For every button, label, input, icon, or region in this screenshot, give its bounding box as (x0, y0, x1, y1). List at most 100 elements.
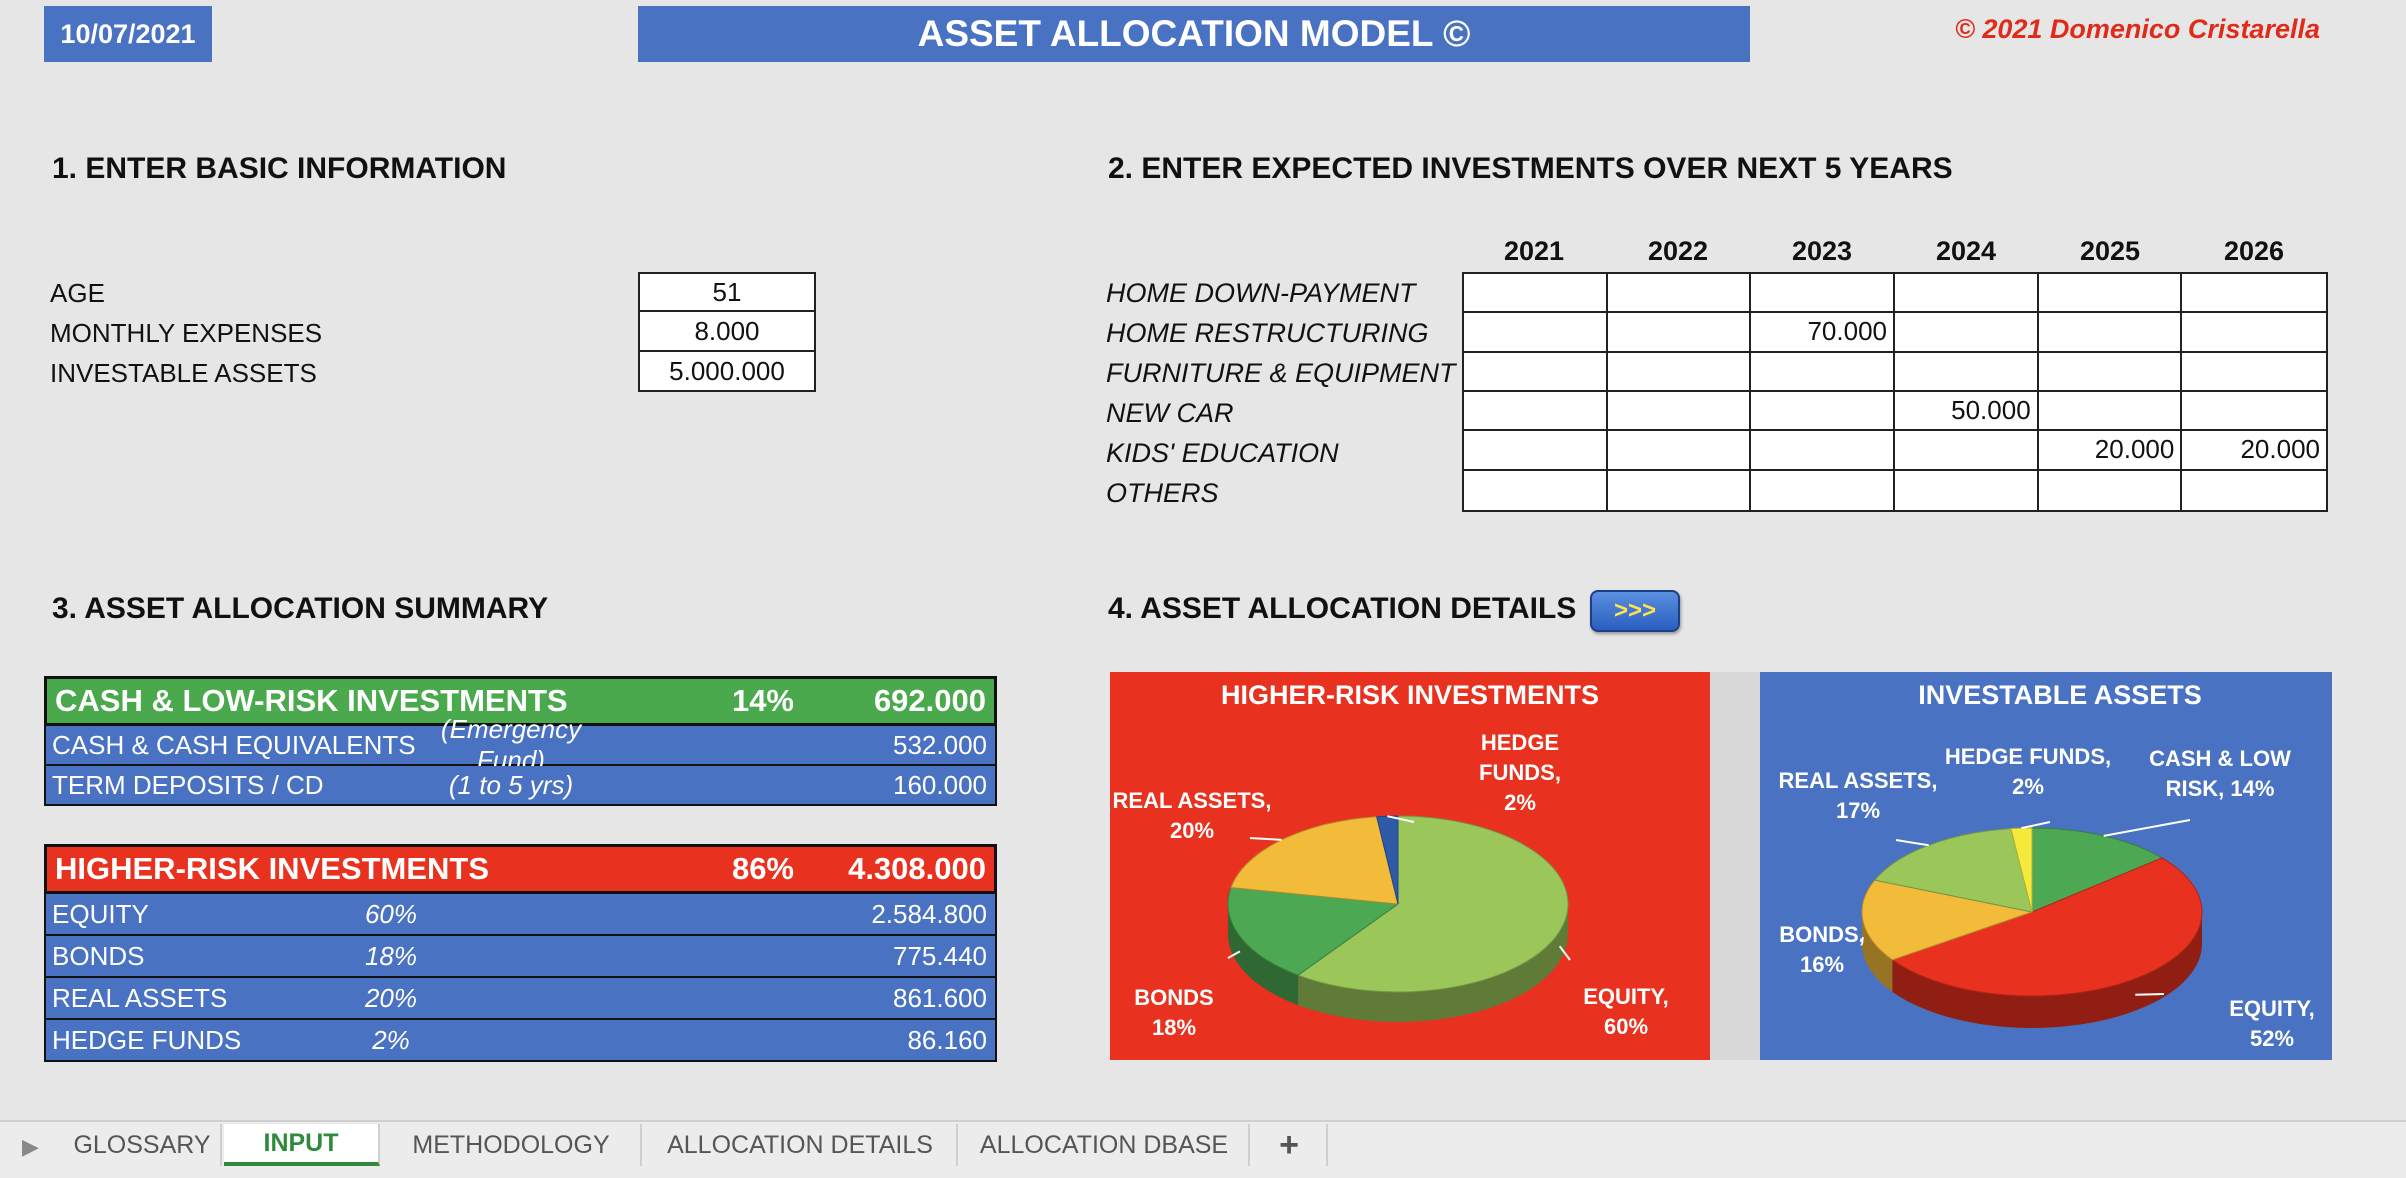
section-investments-title: 2. ENTER EXPECTED INVESTMENTS OVER NEXT … (1108, 152, 1953, 185)
pie-slice (2010, 827, 2033, 913)
summary-row-amount: 160.000 (893, 769, 987, 800)
investment-cell[interactable] (2182, 313, 2326, 353)
slice-label: BONDS 18% (1134, 985, 1213, 1040)
investment-cell[interactable] (1751, 470, 1895, 510)
investment-cell[interactable] (2038, 352, 2183, 392)
summary-row-note: 18% (364, 940, 418, 971)
page-title: ASSET ALLOCATION MODEL © (638, 6, 1750, 62)
low-risk-header: CASH & LOW-RISK INVESTMENTS 14% 692.000 (44, 676, 997, 726)
summary-row-amount: 86.160 (907, 1024, 987, 1055)
investment-row-label: OTHERS (1106, 478, 1219, 508)
investment-cell[interactable] (1607, 274, 1752, 314)
allocation-details-button[interactable]: >>> (1590, 590, 1680, 632)
summary-row: EQUITY 60% 2.584.800 (44, 894, 997, 936)
high-risk-pct: 86% (731, 851, 794, 886)
summary-row: TERM DEPOSITS / CD (1 to 5 yrs) 160.000 (44, 766, 997, 806)
age-input[interactable]: 51 (638, 272, 816, 312)
investment-cell[interactable] (2182, 471, 2326, 510)
investable-assets-input[interactable]: 5.000.000 (638, 352, 816, 392)
section-basic-info-title: 1. ENTER BASIC INFORMATION (52, 152, 507, 185)
summary-row-note: 2% (372, 1024, 410, 1055)
investment-cell[interactable] (1607, 431, 1752, 471)
investment-cell[interactable] (1895, 313, 2039, 353)
leader-line (1227, 950, 1241, 959)
investment-cell[interactable] (1607, 391, 1752, 432)
leader-line (1861, 936, 1864, 943)
add-sheet-button[interactable]: + (1252, 1124, 1328, 1166)
summary-row: CASH & CASH EQUIVALENTS (Emergency Fund)… (44, 714, 997, 775)
leader-line (2103, 819, 2191, 837)
investment-cell[interactable] (1895, 470, 2039, 510)
leader-line (2021, 821, 2051, 830)
year-header-row: 2021 2022 2023 2024 2025 2026 (1462, 236, 2326, 267)
pie-slice-side (1298, 904, 1568, 1022)
investment-cell[interactable] (1895, 274, 2039, 314)
high-risk-label: HIGHER-RISK INVESTMENTS (55, 851, 490, 886)
investment-cell[interactable] (1464, 352, 1608, 392)
investment-cell[interactable] (1464, 431, 1608, 471)
investment-cell[interactable] (1895, 431, 2039, 471)
pie-slice (1230, 816, 1399, 905)
investment-row-label: FURNITURE & EQUIPMENT (1106, 358, 1456, 388)
year-header: 2024 (1935, 236, 1997, 266)
year-header: 2023 (1791, 236, 1853, 266)
investment-cell[interactable]: 50.000 (1895, 391, 2039, 432)
investment-cell[interactable]: 20.000 (2182, 431, 2326, 471)
leader-line (1387, 815, 1415, 823)
scroll-tabs-arrow-icon[interactable]: ▶ (22, 1134, 39, 1159)
monthly-expenses-input[interactable]: 8.000 (638, 312, 816, 352)
investment-cell[interactable] (1751, 352, 1895, 392)
investment-cell[interactable] (1895, 352, 2039, 392)
investment-row-label: NEW CAR (1106, 398, 1234, 428)
low-risk-amount: 692.000 (873, 683, 986, 718)
investment-cell[interactable] (2182, 274, 2326, 314)
slice-label: BONDS, 16% (1779, 922, 1865, 977)
investment-cell[interactable] (1608, 470, 1752, 510)
summary-row-note: (1 to 5 yrs) (448, 769, 574, 800)
pie-slice (1376, 815, 1399, 905)
pie-slice (1873, 828, 2033, 913)
investment-cell[interactable] (2038, 313, 2183, 353)
leader-line (1558, 945, 1571, 961)
sheet-tab[interactable]: ALLOCATION DBASE (960, 1124, 1250, 1166)
sheet-tab[interactable]: GLOSSARY (64, 1124, 222, 1166)
investment-row-label: HOME DOWN-PAYMENT (1106, 278, 1416, 308)
investment-cell[interactable] (1464, 470, 1608, 510)
investment-cell[interactable]: 20.000 (2038, 431, 2183, 471)
investment-cell[interactable] (1464, 313, 1608, 353)
pie-slice (1297, 815, 1569, 993)
sheet-tab[interactable]: ALLOCATION DETAILS (644, 1124, 958, 1166)
investment-cell[interactable] (2038, 274, 2183, 314)
investment-cell[interactable] (2039, 470, 2183, 510)
summary-row-label: BONDS (52, 940, 145, 971)
investment-cell[interactable] (1607, 352, 1752, 392)
summary-row-label: TERM DEPOSITS / CD (52, 769, 324, 800)
low-risk-pct: 14% (731, 683, 794, 718)
summary-row-label: HEDGE FUNDS (52, 1024, 242, 1055)
investment-cell[interactable] (2182, 353, 2326, 392)
investment-cell[interactable] (1607, 313, 1752, 353)
investment-cell[interactable] (2182, 392, 2326, 432)
date-cell[interactable]: 10/07/2021 (44, 6, 212, 62)
sheet-tab[interactable]: METHODOLOGY (382, 1124, 642, 1166)
investment-cell[interactable] (1751, 431, 1895, 471)
investment-cell[interactable] (1751, 274, 1895, 314)
investment-cell[interactable] (1464, 274, 1608, 314)
year-header: 2021 (1503, 236, 1565, 266)
investable-assets-label: INVESTABLE ASSETS (50, 358, 317, 388)
investment-cell[interactable] (1751, 391, 1895, 432)
high-risk-amount: 4.308.000 (848, 851, 986, 886)
summary-row-label: EQUITY (52, 898, 149, 929)
summary-row-note: 60% (364, 898, 418, 929)
sheet-tab[interactable]: INPUT (224, 1124, 380, 1166)
slice-label: EQUITY, 60% (1583, 984, 1669, 1039)
leader-line (1249, 837, 1282, 841)
investment-cell[interactable]: 70.000 (1751, 313, 1895, 353)
summary-row: BONDS 18% 775.440 (44, 936, 997, 978)
investment-cell[interactable] (2038, 391, 2183, 432)
investment-cell[interactable] (1464, 391, 1608, 432)
slice-label: EQUITY, 52% (2229, 996, 2315, 1051)
year-header: 2022 (1647, 236, 1709, 266)
pie-slice-side (1228, 904, 1299, 1006)
chart-gap (1710, 672, 1760, 1060)
